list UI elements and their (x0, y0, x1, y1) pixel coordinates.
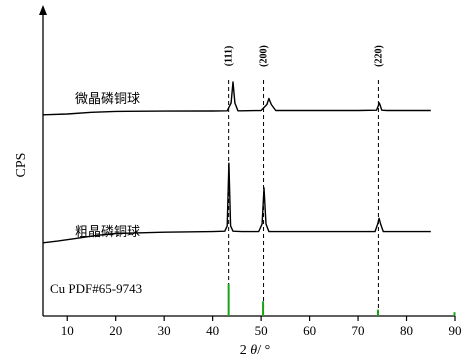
x-tick-label: 20 (109, 323, 122, 338)
x-axis-title: 2 θ/ ° (240, 343, 270, 358)
series-line (42, 81, 431, 116)
x-tick-label: 40 (206, 323, 219, 338)
series-layer (42, 81, 456, 316)
hkl-label: (111) (224, 46, 235, 67)
series-label: Cu PDF#65-9743 (50, 281, 142, 296)
x-tick-label: 10 (61, 323, 74, 338)
hkl-label: (220) (373, 45, 384, 67)
y-axis-title: CPS (14, 153, 29, 178)
x-tick-label: 80 (400, 323, 413, 338)
x-tick-label: 70 (352, 323, 365, 338)
series-line (42, 162, 431, 244)
series-label: 粗晶磷铜球 (75, 224, 140, 239)
hkl-label: (200) (259, 45, 270, 67)
series-label: 微晶磷铜球 (75, 91, 140, 106)
x-tick-label: 50 (255, 323, 268, 338)
x-tick-label: 90 (449, 323, 462, 338)
reference-lines: (111) (200) (220) (224, 45, 384, 316)
x-tick-label: 60 (303, 323, 316, 338)
x-tick-label: 30 (158, 323, 171, 338)
x-axis-ticks: 10 20 30 40 50 60 70 80 90 (61, 316, 462, 338)
